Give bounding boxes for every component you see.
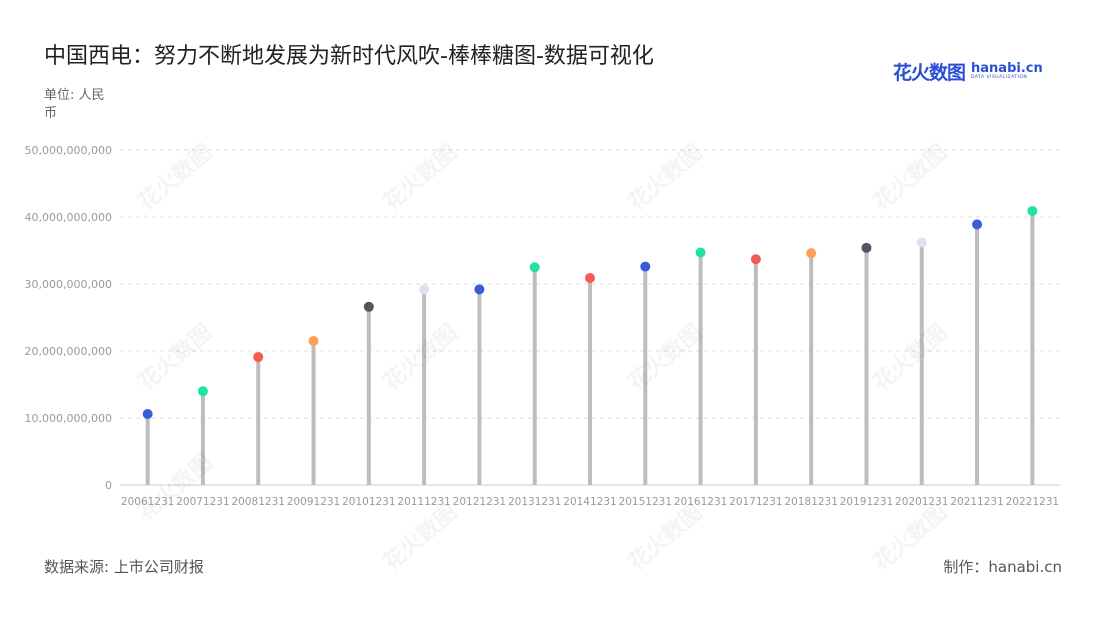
x-tick-label: 20101231	[342, 496, 395, 508]
lollipop-dot	[585, 272, 595, 283]
x-tick-label: 20061231	[121, 496, 174, 508]
x-tick-label: 20071231	[176, 496, 229, 508]
lollipop-dot	[916, 237, 927, 248]
lollipop-dot	[529, 262, 540, 273]
y-tick-label: 30,000,000,000	[25, 278, 112, 291]
lollipop-dot	[806, 248, 817, 259]
chart-title: 中国西电：努力不断地发展为新时代风吹-棒棒糖图-数据可视化	[44, 44, 654, 69]
unit-label: 单位: 人民币	[44, 88, 105, 121]
x-tick-label: 20201231	[895, 496, 948, 508]
logo-text-en: hanabi.cn	[971, 61, 1043, 76]
x-tick-label: 20151231	[619, 496, 672, 508]
lollipop-dot	[253, 352, 264, 363]
x-tick-label: 20131231	[508, 496, 561, 508]
x-tick-label: 20171231	[729, 496, 782, 508]
x-tick-label: 20211231	[950, 496, 1003, 508]
x-tick-label: 20111231	[397, 496, 450, 508]
x-tick-label: 20161231	[674, 496, 727, 508]
lollipop-dot	[142, 408, 153, 419]
x-tick-label: 20081231	[232, 496, 285, 508]
brand-logo: 花火数图 hanabi.cn DATA VISUALIZATION	[893, 58, 1043, 85]
x-tick-label: 20141231	[563, 496, 616, 508]
x-tick-label: 20191231	[840, 496, 893, 508]
lollipop-dot	[474, 284, 485, 295]
x-tick-label: 20091231	[287, 496, 340, 508]
x-tick-label: 20121231	[453, 496, 506, 508]
y-tick-label: 0	[105, 479, 112, 492]
y-tick-label: 10,000,000,000	[25, 412, 112, 425]
data-source: 数据来源: 上市公司财报	[44, 558, 204, 576]
y-tick-label: 20,000,000,000	[25, 345, 112, 358]
lollipop-dot	[419, 284, 430, 295]
lollipop-dot	[861, 242, 872, 253]
lollipop-dot	[972, 219, 983, 230]
y-tick-label: 50,000,000,000	[25, 144, 112, 157]
y-tick-label: 40,000,000,000	[25, 211, 112, 224]
lollipop-dot	[308, 335, 319, 346]
lollipop-dot	[750, 254, 761, 265]
x-tick-label: 20221231	[1006, 496, 1059, 508]
lollipop-dot	[197, 386, 208, 397]
logo-text-en-group: hanabi.cn DATA VISUALIZATION	[971, 62, 1043, 81]
credit-label: 制作：hanabi.cn	[943, 558, 1062, 576]
x-tick-label: 20181231	[784, 496, 837, 508]
logo-text-cn: 花火数图	[893, 62, 966, 84]
lollipop-dot	[363, 301, 374, 312]
lollipop-dot	[640, 261, 651, 272]
lollipop-dot	[695, 247, 706, 258]
lollipop-dot	[1027, 205, 1038, 216]
logo-text-sub: DATA VISUALIZATION	[971, 75, 1028, 80]
